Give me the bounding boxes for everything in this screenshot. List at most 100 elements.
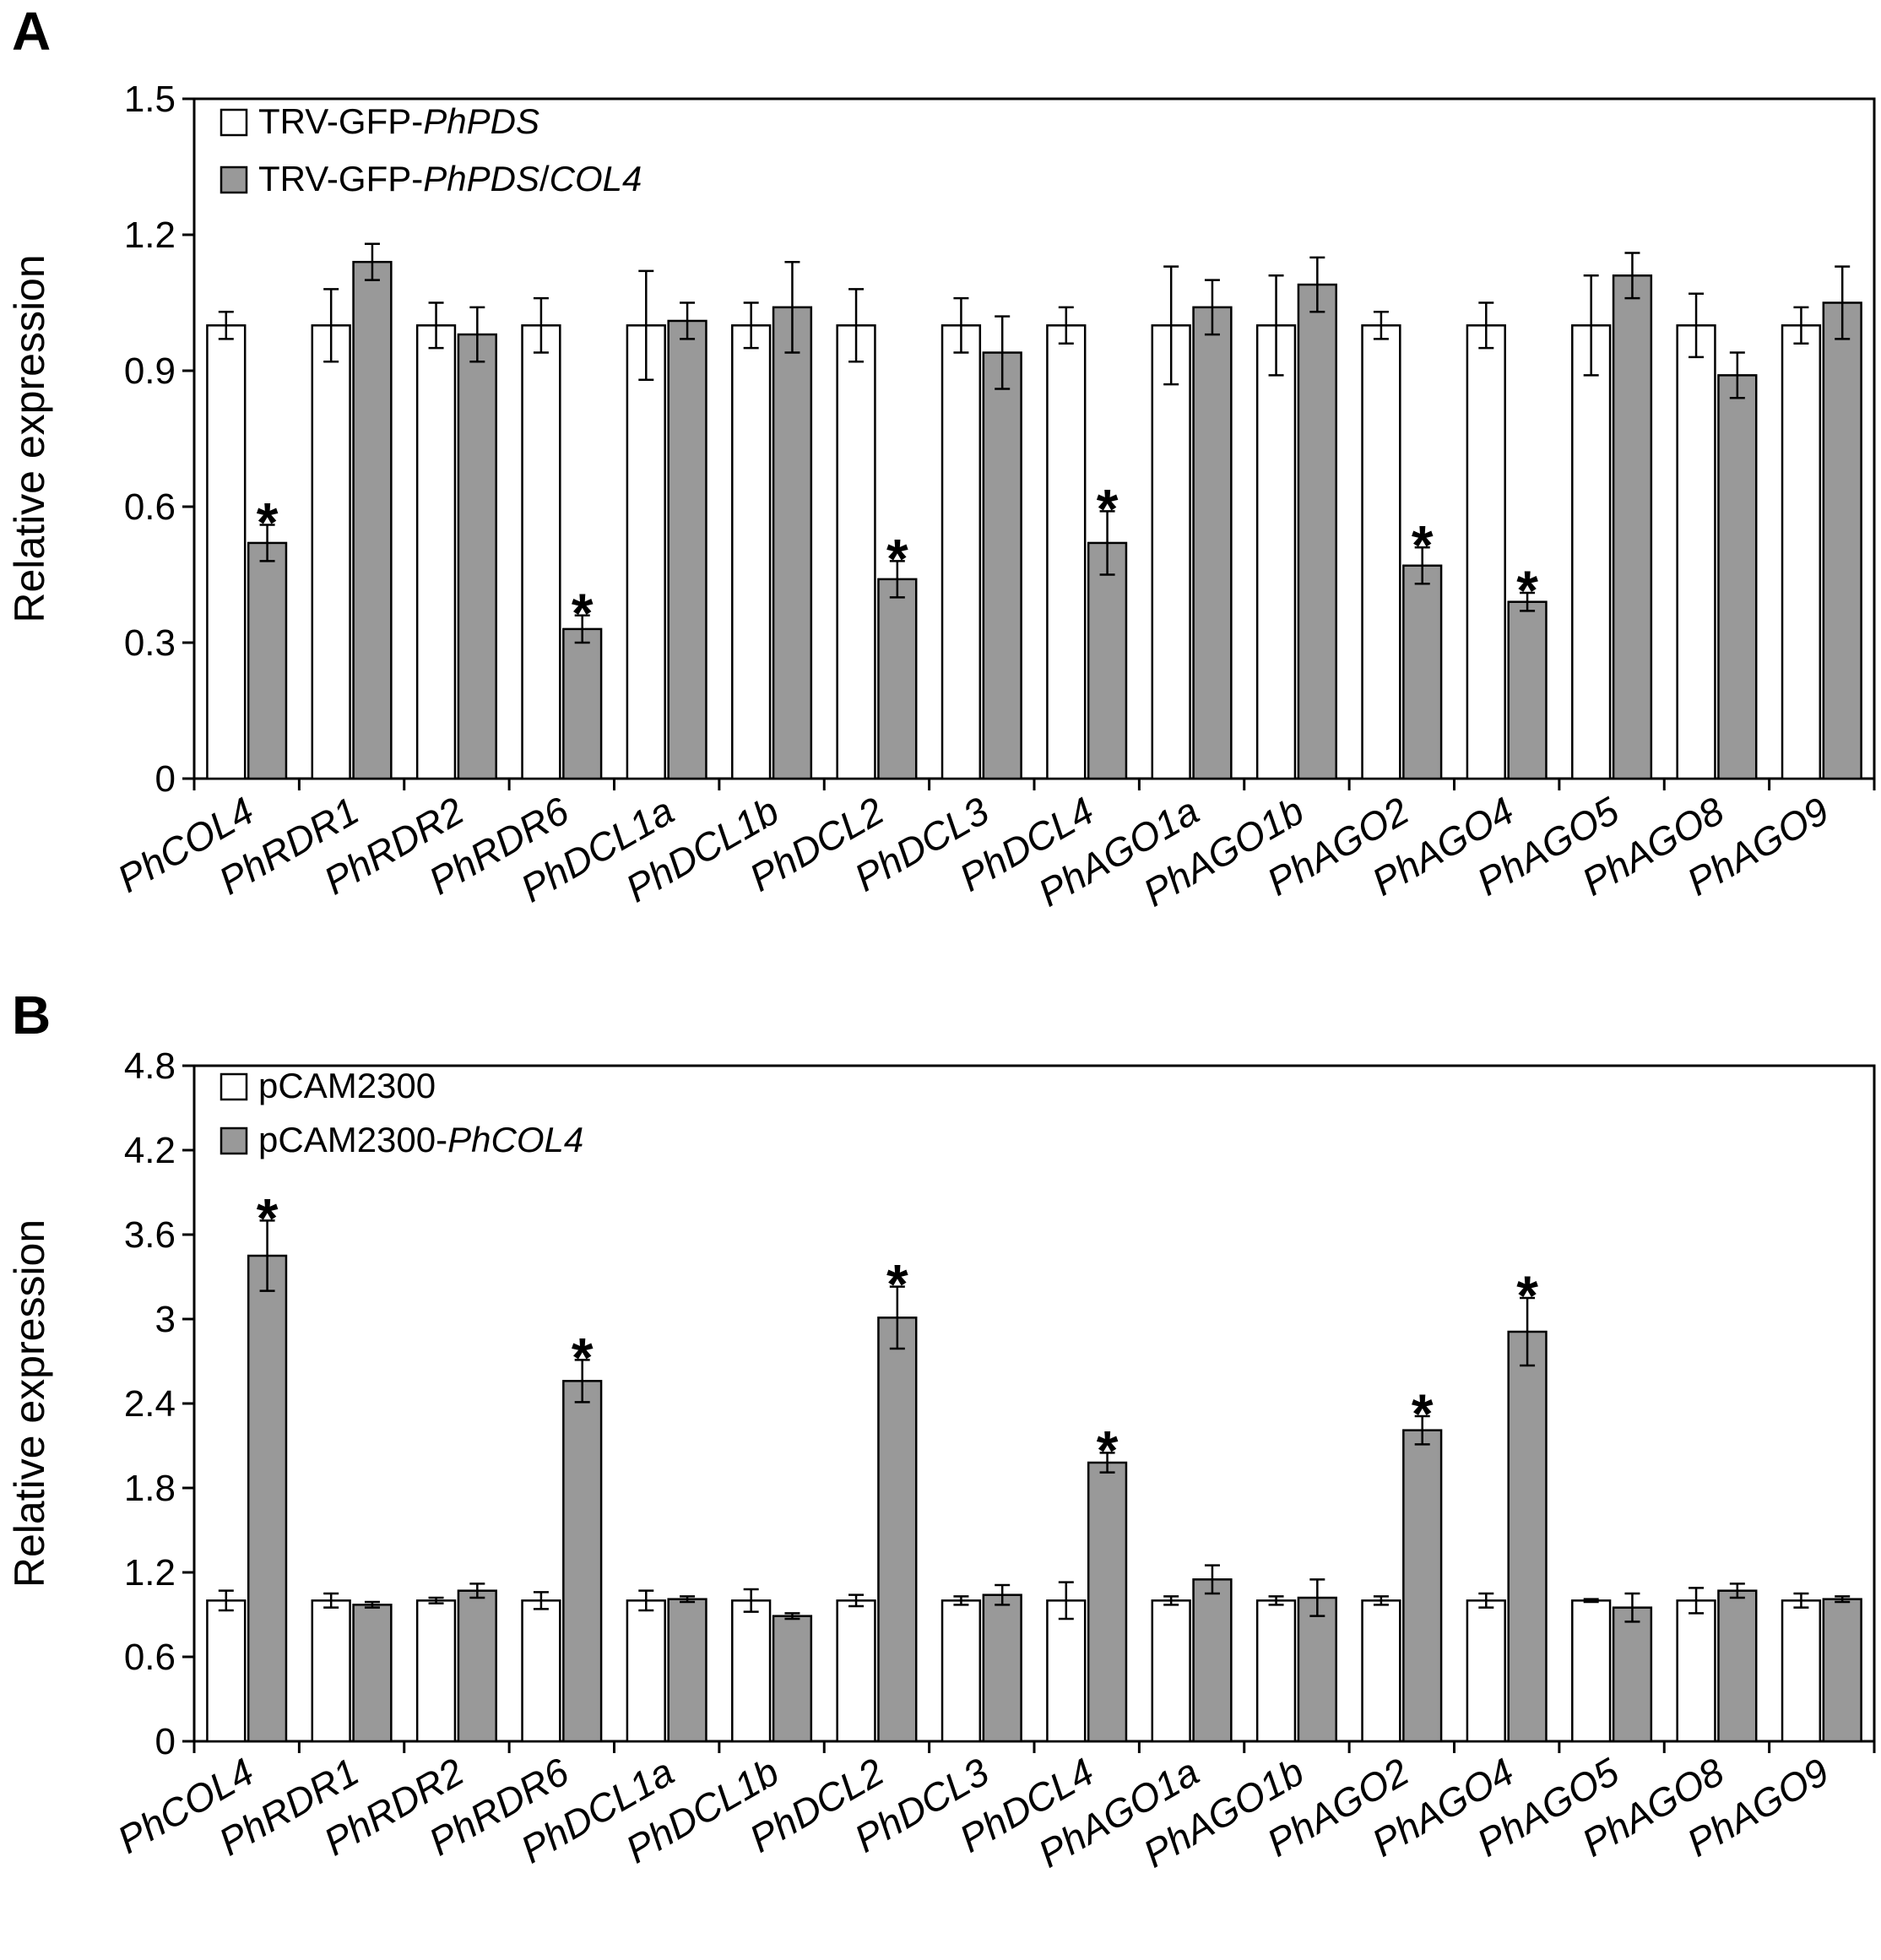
bar-treatment <box>1822 301 1862 780</box>
legend-swatch <box>220 1072 248 1101</box>
y-tick-label: 4.8 <box>124 1045 176 1087</box>
significance-star: * <box>1516 559 1538 622</box>
bar-treatment <box>772 306 813 780</box>
significance-star: * <box>257 1186 279 1249</box>
bar-treatment <box>772 1615 813 1743</box>
y-tick-label: 0.9 <box>124 350 176 392</box>
bar-treatment <box>1507 600 1548 780</box>
bar-treatment <box>877 578 918 780</box>
bar-treatment <box>247 541 288 780</box>
y-axis-label: Relative expression <box>6 1219 53 1588</box>
significance-star: * <box>1097 1419 1119 1481</box>
bar-control <box>1466 324 1506 780</box>
bar-control <box>1046 1599 1087 1743</box>
bar-control <box>940 1599 982 1743</box>
bar-treatment <box>982 1594 1022 1743</box>
bar-control <box>1046 324 1087 780</box>
bar-control <box>1571 324 1612 780</box>
bar-treatment <box>457 1589 497 1743</box>
bar-control <box>940 324 982 780</box>
bar-control <box>836 324 876 780</box>
significance-star: * <box>1412 1382 1434 1445</box>
bar-control <box>1781 1599 1822 1743</box>
bar-treatment <box>1192 306 1233 780</box>
bar-control <box>311 324 351 780</box>
significance-star: * <box>1097 477 1119 540</box>
bar-control <box>1361 1599 1401 1743</box>
y-tick-label: 1.2 <box>124 1552 176 1594</box>
bar-control <box>415 1599 457 1743</box>
legend-swatch <box>220 108 248 137</box>
bar-control <box>1676 1599 1716 1743</box>
bar-control <box>1255 324 1297 780</box>
y-tick-label: 3 <box>155 1299 176 1340</box>
bar-control <box>836 1599 876 1743</box>
bar-treatment <box>1612 1606 1653 1743</box>
y-tick-label: 0.3 <box>124 622 176 664</box>
bar-treatment <box>457 333 497 780</box>
y-tick-label: 1.2 <box>124 214 176 256</box>
legend-label: TRV-GFP-PhPDS <box>258 101 539 141</box>
bar-treatment <box>562 1380 603 1743</box>
bar-treatment <box>1717 374 1758 780</box>
bar-treatment <box>352 260 393 780</box>
bar-control <box>521 1599 561 1743</box>
bar-control <box>1571 1599 1612 1743</box>
y-tick-label: 1.8 <box>124 1468 176 1509</box>
bar-treatment <box>1192 1578 1233 1743</box>
bar-treatment <box>1717 1589 1758 1743</box>
significance-star: * <box>257 491 279 553</box>
bar-treatment <box>352 1604 393 1743</box>
bar-control <box>1466 1599 1506 1743</box>
y-tick-label: 4.2 <box>124 1130 176 1171</box>
significance-star: * <box>572 1326 594 1388</box>
bar-control <box>1781 324 1822 780</box>
bar-control <box>1255 1599 1297 1743</box>
significance-star: * <box>1412 513 1434 576</box>
y-tick-label: 0 <box>155 1721 176 1762</box>
significance-star: * <box>1516 1264 1538 1327</box>
bar-treatment <box>877 1317 918 1743</box>
y-tick-label: 0.6 <box>124 486 176 528</box>
bar-treatment <box>982 351 1022 780</box>
legend-label: pCAM2300 <box>258 1066 436 1105</box>
bar-treatment <box>1297 1596 1337 1743</box>
bar-control <box>731 324 772 780</box>
bar-treatment <box>1087 541 1128 780</box>
bar-treatment <box>1402 1429 1443 1743</box>
legend-swatch <box>220 166 248 194</box>
bar-treatment <box>1402 564 1443 780</box>
legend-label: pCAM2300-PhCOL4 <box>258 1120 583 1159</box>
bar-control <box>1151 1599 1191 1743</box>
bar-control <box>1361 324 1401 780</box>
y-tick-label: 0.6 <box>124 1637 176 1678</box>
legend-swatch <box>220 1127 248 1155</box>
bar-control <box>415 324 457 780</box>
bar-control <box>521 324 561 780</box>
chart-b: 0 0.6 1.2 1.8 2.4 3 3.6 4.2 4.8 Relative expressi… <box>6 1045 1876 1876</box>
y-tick-label: 3.6 <box>124 1214 176 1256</box>
bar-control <box>731 1599 772 1743</box>
bar-treatment <box>1612 274 1653 780</box>
bar-treatment <box>562 627 603 780</box>
bar-treatment <box>1822 1598 1862 1743</box>
significance-star: * <box>886 1253 908 1316</box>
y-tick-label: 0 <box>155 758 176 800</box>
bar-control <box>311 1599 351 1743</box>
bar-control <box>206 324 247 780</box>
bar-treatment <box>247 1254 288 1743</box>
bar-control <box>1676 324 1716 780</box>
panel-a-letter: A <box>12 1 51 62</box>
bar-control <box>626 1599 666 1743</box>
bar-treatment <box>1297 283 1337 780</box>
bar-control <box>206 1599 247 1743</box>
panel-b-letter: B <box>12 985 51 1045</box>
legend-label: TRV-GFP-PhPDS/COL4 <box>258 159 642 198</box>
y-tick-label: 1.5 <box>124 79 176 120</box>
bar-treatment <box>1507 1330 1548 1743</box>
bar-control <box>626 324 666 780</box>
bar-control <box>1151 324 1191 780</box>
significance-star: * <box>886 527 908 589</box>
